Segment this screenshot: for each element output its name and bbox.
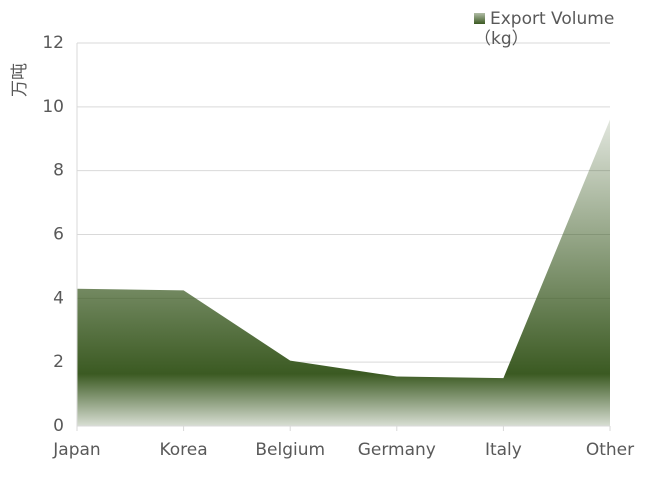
y-tick-label: 8 xyxy=(53,161,64,181)
y-tick-label: 10 xyxy=(42,97,64,117)
y-axis-label: 万吨 xyxy=(10,63,30,97)
y-tick-label: 12 xyxy=(42,33,64,53)
y-tick-label: 2 xyxy=(53,352,64,372)
y-tick-label: 6 xyxy=(53,225,64,245)
x-tick-label: Italy xyxy=(485,440,522,460)
area xyxy=(77,119,610,426)
x-tick-label: Japan xyxy=(52,440,100,460)
x-tick-label: Belgium xyxy=(255,440,325,460)
x-tick-label: Other xyxy=(586,440,634,460)
legend-label: Export Volume（kg） xyxy=(474,9,615,49)
y-tick-label: 4 xyxy=(53,288,64,308)
legend: Export Volume（kg） xyxy=(474,9,639,49)
legend-swatch xyxy=(474,13,485,24)
y-tick-label: 0 xyxy=(53,416,64,436)
x-tick-label: Germany xyxy=(358,440,436,460)
x-tick-label: Korea xyxy=(159,440,207,460)
